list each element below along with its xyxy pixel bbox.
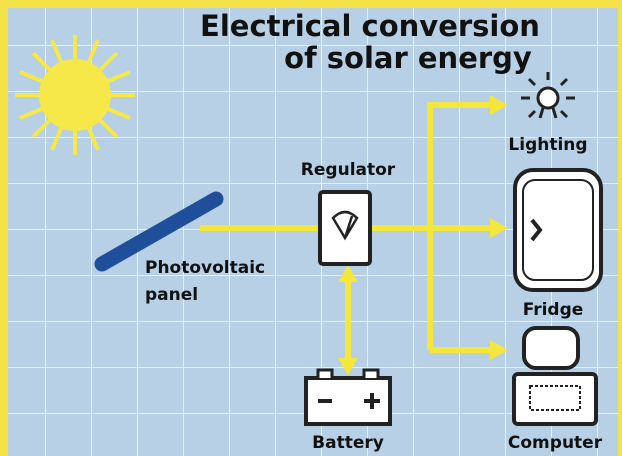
node-label: Regulator <box>301 160 396 180</box>
battery-terminals <box>316 368 380 378</box>
arrow-heads <box>490 95 508 360</box>
regulator <box>318 190 372 266</box>
sun <box>15 35 135 155</box>
node-label: Computer <box>508 433 603 453</box>
fridge-door <box>522 179 594 281</box>
node-label: Battery <box>312 433 384 453</box>
photovoltaic-panel <box>94 191 224 272</box>
title-line: of solar energy <box>284 41 532 75</box>
battery-polarity <box>318 393 380 409</box>
fridge-handle <box>530 218 543 242</box>
lighting-icon <box>521 72 575 119</box>
node-label: panel <box>145 285 198 305</box>
node-label: Photovoltaic <box>145 258 265 278</box>
computer-monitor <box>522 326 580 370</box>
title-line: Electrical conversion <box>200 9 540 43</box>
regulator-symbol <box>331 210 359 241</box>
keyboard-keys <box>529 385 581 411</box>
node-label: Lighting <box>508 135 587 155</box>
computer-keyboard <box>512 372 598 426</box>
node-label: Fridge <box>523 300 584 320</box>
power-flow <box>200 102 492 353</box>
fridge <box>513 168 603 292</box>
